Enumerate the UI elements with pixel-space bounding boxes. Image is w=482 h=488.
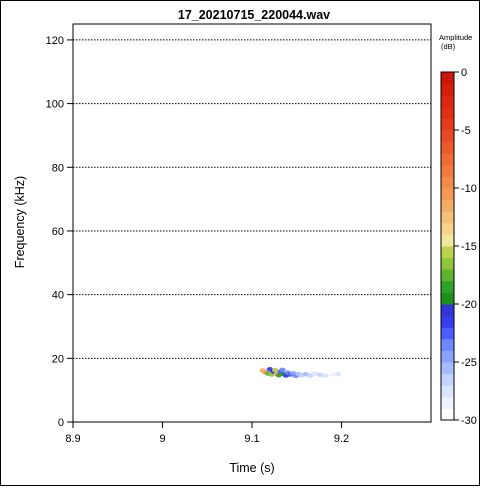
signal-point: [279, 367, 286, 372]
signal-point: [334, 371, 342, 377]
x-tick-label: 9.2: [334, 433, 349, 445]
colorbar-swatch: [441, 176, 454, 189]
y-tick-label: 120: [46, 35, 64, 47]
colorbar-tick-label: 0: [461, 67, 467, 79]
colorbar-swatch: [441, 234, 454, 247]
colorbar-swatch: [441, 385, 454, 398]
colorbar-swatch: [441, 188, 454, 201]
signal-point: [329, 372, 336, 377]
colorbar-swatch: [441, 338, 454, 351]
x-tick-label: 9: [159, 433, 165, 445]
y-tick-label: 60: [52, 226, 64, 238]
x-tick-label: 8.9: [65, 433, 80, 445]
y-axis-label: Frequency (kHz): [13, 176, 27, 268]
signal-point: [311, 371, 318, 376]
colorbar-swatch: [441, 222, 454, 235]
colorbar-swatch: [441, 362, 454, 375]
y-axis: 0 20 40 60 80 100 120: [46, 35, 73, 429]
plot-area: [72, 23, 432, 423]
colorbar-swatch: [441, 315, 454, 328]
colorbar-swatch: [441, 246, 454, 259]
legend-title: Amplitude: [439, 33, 472, 42]
colorbar-tick-label: -20: [461, 299, 477, 311]
colorbar-swatch: [441, 257, 454, 270]
colorbar-tick-label: -15: [461, 241, 477, 253]
colorbar-swatch: [441, 72, 454, 85]
signal-point: [272, 367, 279, 373]
colorbar-swatch: [441, 164, 454, 177]
colorbar-tick-label: -10: [461, 183, 477, 195]
colorbar-swatch: [441, 211, 454, 224]
colorbar-tick-label: -30: [461, 415, 477, 427]
colorbar-swatch: [441, 408, 454, 421]
colorbar-swatch: [441, 304, 454, 317]
colorbar-swatch: [441, 83, 454, 96]
colorbar-tick-label: -5: [461, 125, 471, 137]
legend-unit: (dB): [441, 42, 456, 51]
colorbar-swatch: [441, 199, 454, 212]
colorbar-swatch: [441, 141, 454, 154]
colorbar-swatch: [441, 373, 454, 386]
grid-layer: [73, 39, 431, 359]
chart-title: 17_20210715_220044.wav: [178, 8, 330, 22]
y-tick-label: 0: [58, 417, 64, 429]
x-axis: 8.9 9 9.1 9.2: [65, 422, 349, 445]
colorbar-swatch: [441, 396, 454, 409]
colorbar-swatch: [441, 350, 454, 363]
signal-layer: [259, 366, 342, 379]
colorbar-swatch: [441, 153, 454, 166]
colorbar-swatch: [441, 269, 454, 282]
colorbar-swatch: [441, 95, 454, 108]
colorbar: [440, 71, 455, 421]
signal-point: [316, 372, 324, 378]
colorbar-swatch: [441, 118, 454, 131]
colorbar-tick-label: -25: [461, 357, 477, 369]
y-tick-label: 100: [46, 99, 64, 111]
y-tick-label: 80: [52, 162, 64, 174]
signal-point: [275, 372, 283, 378]
x-tick-label: 9.1: [244, 433, 259, 445]
colorbar-swatch: [441, 130, 454, 143]
colorbar-ticks: 0 -5 -10 -15 -20 -25 -30: [454, 67, 477, 427]
colorbar-swatch: [441, 292, 454, 305]
colorbar-swatch: [441, 106, 454, 119]
y-tick-label: 40: [52, 290, 64, 302]
x-axis-label: Time (s): [229, 461, 274, 475]
colorbar-swatch: [441, 280, 454, 293]
signal-point: [322, 373, 329, 378]
colorbar-swatch: [441, 327, 454, 340]
y-tick-label: 20: [52, 353, 64, 365]
